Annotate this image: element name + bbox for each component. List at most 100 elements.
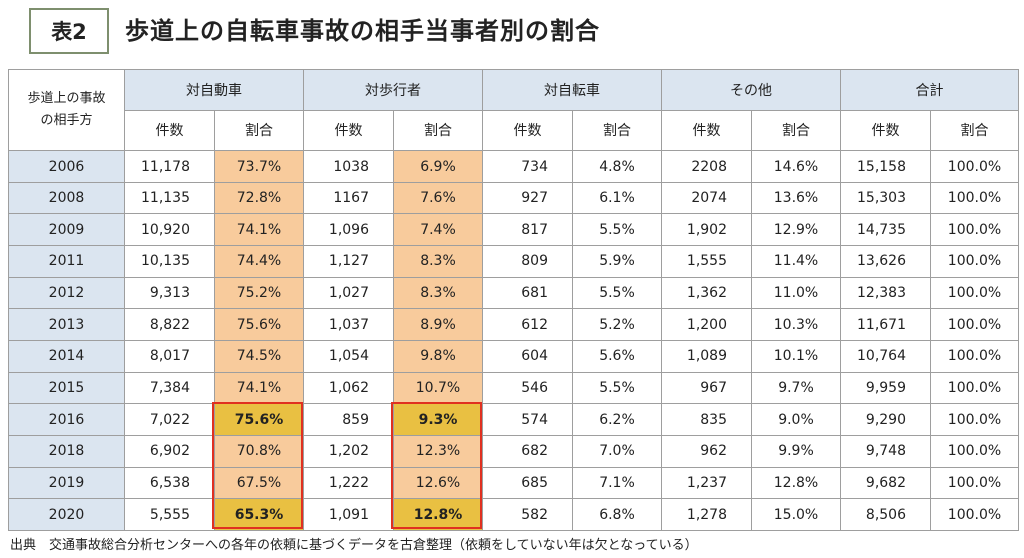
count-cell: 927: [482, 181, 573, 215]
count-cell: 11,135: [124, 181, 215, 215]
table-row: 2014 8,017 74.5% 1,054 9.8% 604 5.6% 1,089 10.1%…: [8, 340, 1019, 373]
count-cell: 1,091: [303, 498, 394, 531]
ratio-cell: 5.6%: [572, 340, 662, 373]
sub-header: 割合: [214, 109, 304, 152]
ratio-cell: 7.6%: [393, 181, 483, 215]
ratio-cell: 74.1%: [214, 371, 304, 405]
count-cell: 9,313: [124, 276, 215, 310]
ratio-cell: 9.7%: [751, 371, 841, 405]
ratio-cell: 8.9%: [393, 308, 483, 342]
sub-header: 割合: [751, 109, 841, 152]
ratio-cell: 75.6%: [214, 308, 304, 342]
table-row: 2019 6,538 67.5% 1,222 12.6% 685 7.1% 1,237 12.8…: [8, 466, 1019, 500]
group-header: 合計: [840, 69, 1019, 111]
count-cell: 5,555: [124, 498, 215, 531]
ratio-cell: 100.0%: [930, 498, 1019, 531]
ratio-cell: 10.7%: [393, 371, 483, 405]
sub-header: 件数: [303, 109, 394, 152]
count-cell: 10,764: [840, 340, 931, 373]
year-cell: 2008: [8, 181, 125, 215]
year-cell: 2012: [8, 276, 125, 310]
corner-label: 歩道上の事故 の相手方: [8, 68, 125, 152]
year-cell: 2016: [8, 403, 125, 436]
group-header: 対自動車: [124, 69, 304, 111]
ratio-cell: 5.2%: [572, 308, 662, 342]
count-cell: 15,303: [840, 181, 931, 215]
count-cell: 1,200: [661, 308, 752, 342]
sub-header: 件数: [482, 109, 573, 152]
count-cell: 1,362: [661, 276, 752, 310]
count-cell: 1,902: [661, 213, 752, 247]
ratio-cell: 8.3%: [393, 245, 483, 278]
count-cell: 612: [482, 308, 573, 342]
year-cell: 2011: [8, 245, 125, 278]
ratio-cell: 6.1%: [572, 181, 662, 215]
count-cell: 682: [482, 434, 573, 468]
count-cell: 10,135: [124, 245, 215, 278]
year-cell: 2018: [8, 434, 125, 468]
count-cell: 574: [482, 403, 573, 436]
table-row: 2015 7,384 74.1% 1,062 10.7% 546 5.5% 967 9.7% 9,…: [8, 371, 1019, 405]
count-cell: 14,735: [840, 213, 931, 247]
count-cell: 9,290: [840, 403, 931, 436]
ratio-cell: 100.0%: [930, 434, 1019, 468]
count-cell: 1,054: [303, 340, 394, 373]
count-cell: 6,538: [124, 466, 215, 500]
ratio-cell: 5.5%: [572, 213, 662, 247]
count-cell: 13,626: [840, 245, 931, 278]
sub-header-row: 件数 割合 件数 割合 件数 割合 件数 割合 件数 割合: [9, 109, 1019, 152]
count-cell: 1,237: [661, 466, 752, 500]
ratio-cell: 6.8%: [572, 498, 662, 531]
table-row: 2020 5,555 65.3% 1,091 12.8% 582 6.8% 1,278 15.0…: [8, 498, 1019, 531]
ratio-cell: 74.5%: [214, 340, 304, 373]
count-cell: 7,384: [124, 371, 215, 405]
count-cell: 1,096: [303, 213, 394, 247]
count-cell: 859: [303, 403, 394, 436]
ratio-cell: 100.0%: [930, 150, 1019, 183]
ratio-cell: 5.5%: [572, 276, 662, 310]
count-cell: 1,222: [303, 466, 394, 500]
count-cell: 9,682: [840, 466, 931, 500]
count-cell: 817: [482, 213, 573, 247]
ratio-cell: 12.9%: [751, 213, 841, 247]
group-header-row: 歩道上の事故 の相手方 対自動車 対歩行者 対自転車 その他 合計: [8, 68, 1019, 152]
sub-header: 割合: [930, 109, 1019, 152]
ratio-cell: 100.0%: [930, 245, 1019, 278]
count-cell: 1,027: [303, 276, 394, 310]
ratio-cell: 14.6%: [751, 150, 841, 183]
count-cell: 582: [482, 498, 573, 531]
count-cell: 15,158: [840, 150, 931, 183]
source-note: 出典 交通事故総合分析センターへの各年の依頼に基づくデータを古倉整理（依頼をして…: [10, 538, 698, 553]
ratio-cell: 10.3%: [751, 308, 841, 342]
count-cell: 604: [482, 340, 573, 373]
ratio-cell: 7.0%: [572, 434, 662, 468]
count-cell: 1,037: [303, 308, 394, 342]
table-row: 2013 8,822 75.6% 1,037 8.9% 612 5.2% 1,200 10.3%…: [8, 308, 1019, 342]
count-cell: 2208: [661, 150, 752, 183]
count-cell: 962: [661, 434, 752, 468]
ratio-cell: 75.2%: [214, 276, 304, 310]
ratio-cell: 100.0%: [930, 466, 1019, 500]
ratio-cell: 6.9%: [393, 150, 483, 183]
ratio-cell: 100.0%: [930, 181, 1019, 215]
ratio-cell: 70.8%: [214, 434, 304, 468]
ratio-cell: 15.0%: [751, 498, 841, 531]
year-cell: 2020: [8, 498, 125, 531]
count-cell: 10,920: [124, 213, 215, 247]
table-number-label: 表2: [29, 8, 109, 54]
count-cell: 809: [482, 245, 573, 278]
count-cell: 1,127: [303, 245, 394, 278]
ratio-cell: 8.3%: [393, 276, 483, 310]
count-cell: 1167: [303, 181, 394, 215]
count-cell: 9,959: [840, 371, 931, 405]
ratio-cell: 9.3%: [393, 403, 483, 436]
group-header: その他: [661, 69, 841, 111]
ratio-cell: 100.0%: [930, 276, 1019, 310]
ratio-cell: 7.4%: [393, 213, 483, 247]
sub-header: 割合: [572, 109, 662, 152]
count-cell: 11,671: [840, 308, 931, 342]
count-cell: 1,202: [303, 434, 394, 468]
ratio-cell: 100.0%: [930, 213, 1019, 247]
ratio-cell: 4.8%: [572, 150, 662, 183]
year-cell: 2015: [8, 371, 125, 405]
